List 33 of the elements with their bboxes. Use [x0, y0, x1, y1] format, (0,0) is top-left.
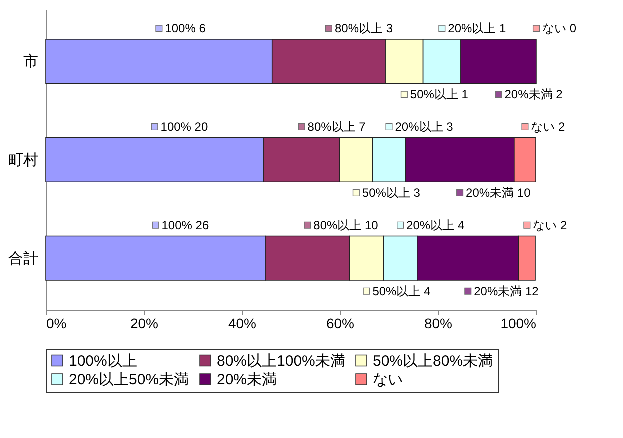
text: ない 0 — [542, 22, 577, 36]
x-tick-label: 100% — [500, 316, 536, 332]
legend-label: 20%以上50%未満 — [69, 372, 190, 388]
annotation: 50%以上 1 — [410, 88, 469, 102]
annotation: 100% 26 — [162, 218, 210, 232]
x-tick-label: 60% — [326, 316, 355, 332]
annotation: 100% 6 — [165, 22, 206, 36]
x-tick-label: 40% — [228, 316, 257, 332]
annotation: 20%未満 10 — [466, 186, 532, 200]
legend-label: 20%未満 — [217, 372, 278, 388]
annotation: 20%以上 4 — [406, 218, 465, 232]
annotation: 20%未満 2 — [504, 88, 564, 102]
annotation: 80%以上 7 — [308, 120, 366, 134]
legend-label: 80%以上100%未満 — [217, 352, 346, 370]
annotation: 80%以上 10 — [314, 218, 379, 232]
y-tick-label: 合計 — [8, 250, 38, 268]
y-tick-label: 市 — [24, 54, 38, 71]
x-tick-label: 0% — [46, 316, 67, 332]
x-tick-label: 80% — [424, 316, 453, 332]
annotation: 20%未満 12 — [474, 284, 540, 298]
annotation: ない 2 — [533, 218, 568, 232]
annotation: 20%以上 1 — [448, 22, 507, 36]
x-tick-label: 20% — [130, 316, 159, 332]
annotation: 80%以上 3 — [334, 22, 394, 36]
annotation: 20%以上 3 — [395, 120, 454, 134]
annotation: 50%以上 4 — [372, 284, 432, 298]
legend-label: 100%以上 — [69, 352, 138, 370]
annotation: 50%以上 3 — [362, 186, 421, 200]
annotation: ない 2 — [531, 120, 566, 134]
y-tick-label: 町村 — [8, 152, 38, 169]
legend-label: ない — [373, 372, 403, 388]
legend-label: 50%以上80%未満 — [373, 352, 494, 370]
annotation: 100% 20 — [160, 120, 208, 134]
